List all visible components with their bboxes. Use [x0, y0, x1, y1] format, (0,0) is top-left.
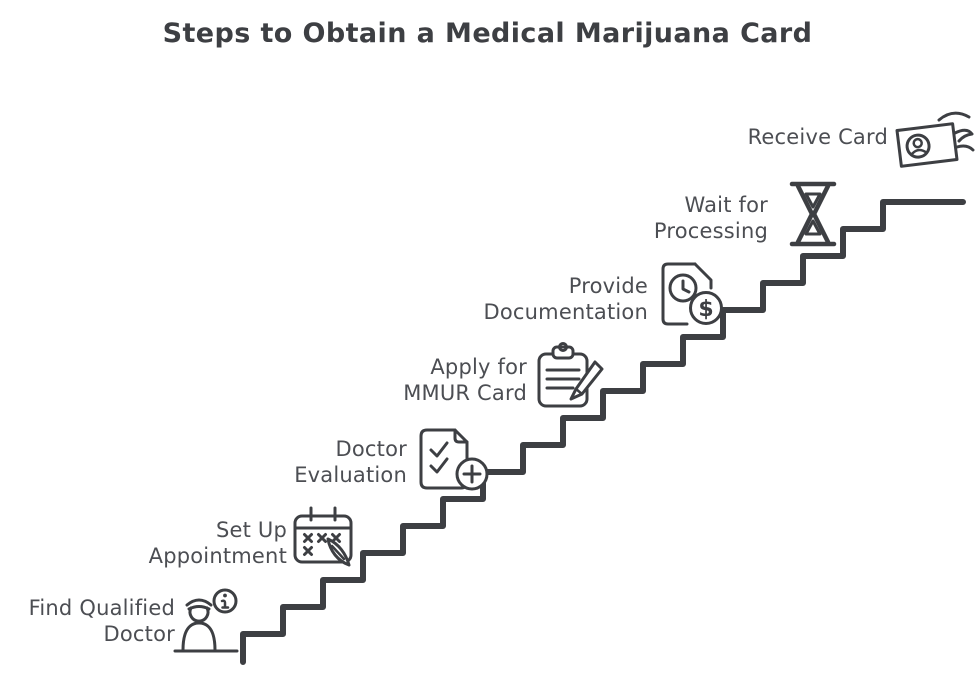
step-label: Set Up Appointment	[148, 518, 287, 568]
doctor-info-icon	[173, 588, 239, 653]
document-payment-icon: $	[661, 262, 723, 326]
step-label: Doctor Evaluation	[294, 437, 407, 487]
clipboard-application-icon	[537, 342, 604, 408]
staircase-path	[240, 199, 966, 665]
page-title: Steps to Obtain a Medical Marijuana Card	[162, 18, 813, 49]
hourglass-icon	[789, 181, 837, 247]
svg-text:$: $	[698, 297, 713, 322]
medical-checklist-icon	[419, 428, 489, 491]
step-label: Apply for MMUR Card	[403, 355, 527, 405]
step-label: Receive Card	[747, 125, 888, 149]
calendar-appointment-icon	[293, 506, 353, 567]
step-label: Provide Documentation	[483, 274, 648, 324]
card-in-hand-icon	[895, 111, 975, 168]
step-label: Find Qualified Doctor	[28, 596, 175, 646]
step-label: Wait for Processing	[653, 193, 768, 243]
